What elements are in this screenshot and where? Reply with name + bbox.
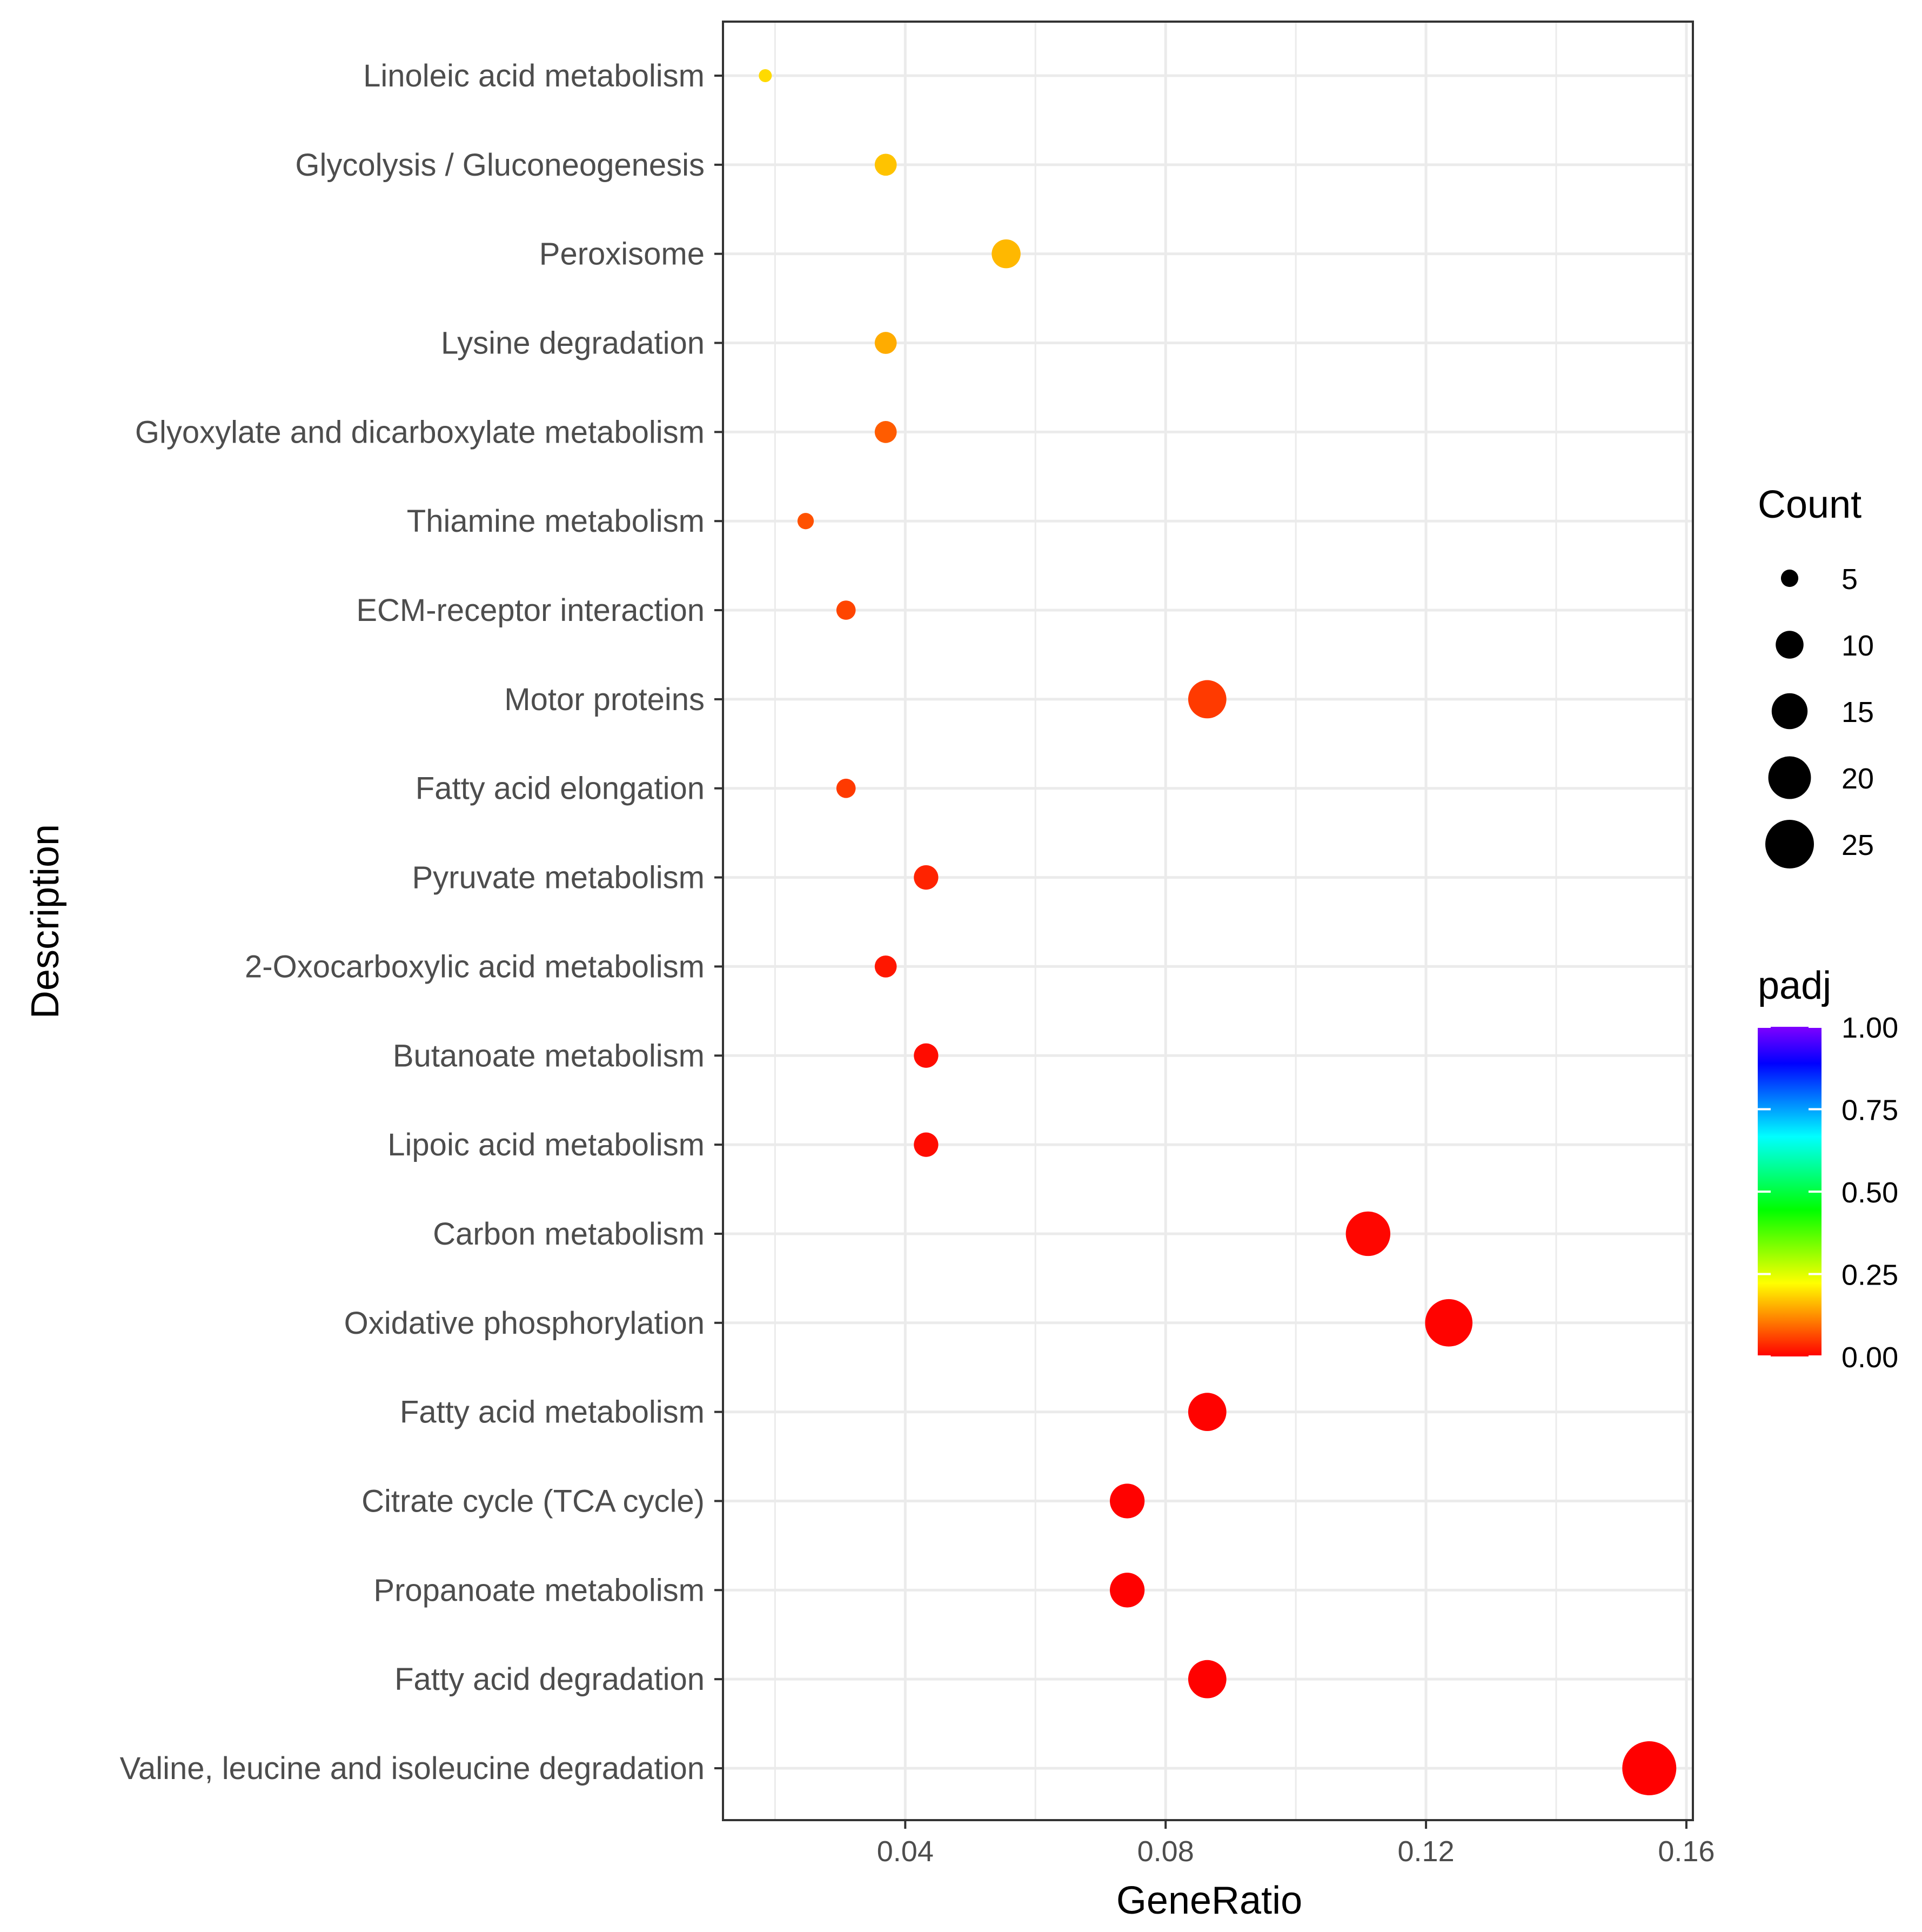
y-tick-label: Propanoate metabolism — [373, 1573, 705, 1608]
point-butanoate-metabolism — [914, 1043, 939, 1068]
color-legend-title: padj — [1758, 964, 1831, 1007]
y-tick-label: Glyoxylate and dicarboxylate metabolism — [135, 415, 705, 450]
y-tick-label: Thiamine metabolism — [407, 504, 705, 539]
size-legend-label: 5 — [1841, 563, 1858, 596]
color-legend-label: 0.00 — [1841, 1341, 1898, 1374]
point-oxidative-phosphorylation — [1425, 1299, 1473, 1347]
size-legend-key — [1780, 569, 1799, 587]
x-tick-label: 0.16 — [1658, 1835, 1715, 1868]
point-valine-leucine-and-isoleucine-degradation — [1622, 1741, 1677, 1795]
point-citrate-cycle-tca-cycle — [1109, 1483, 1145, 1519]
y-tick-label: ECM-receptor interaction — [356, 593, 705, 628]
point-thiamine-metabolism — [797, 513, 814, 530]
y-tick-label: Lipoic acid metabolism — [387, 1127, 705, 1162]
grid-layer — [723, 22, 1693, 1820]
y-axis: Linoleic acid metabolism Glycolysis / Glu… — [120, 58, 723, 1786]
y-tick-label: Fatty acid degradation — [394, 1662, 705, 1697]
point-glycolysis-gluconeogenesis — [874, 153, 897, 176]
size-legend-label: 20 — [1841, 763, 1874, 795]
color-legend-label: 0.50 — [1841, 1176, 1898, 1209]
size-legend-label: 15 — [1841, 696, 1874, 728]
point-fatty-acid-metabolism — [1188, 1393, 1227, 1431]
size-legend-label: 25 — [1841, 829, 1874, 861]
point-ecm-receptor-interaction — [836, 600, 856, 620]
color-legend: padj 1.00 0.75 0.50 0.25 0.00 — [1758, 964, 1898, 1374]
points-layer — [759, 69, 1677, 1795]
panel-border — [722, 21, 1694, 1821]
point-peroxisome — [992, 239, 1021, 269]
point-fatty-acid-elongation — [836, 778, 856, 798]
y-tick-label: Motor proteins — [504, 682, 705, 717]
x-tick-label: 0.08 — [1137, 1835, 1194, 1868]
y-tick-label: Butanoate metabolism — [393, 1038, 705, 1073]
y-tick-label: Peroxisome — [539, 237, 705, 272]
color-legend-label: 0.25 — [1841, 1259, 1898, 1292]
y-tick-label: 2-Oxocarboxylic acid metabolism — [245, 949, 705, 984]
size-legend-key — [1776, 631, 1804, 659]
color-legend-label: 1.00 — [1841, 1012, 1898, 1044]
y-tick-label: Oxidative phosphorylation — [344, 1306, 705, 1341]
y-tick-label: Carbon metabolism — [433, 1216, 705, 1252]
size-legend-key — [1768, 756, 1811, 799]
point-2-oxocarboxylic-acid-metabolism — [874, 955, 897, 978]
x-tick-label: 0.04 — [877, 1835, 934, 1868]
point-glyoxylate-and-dicarboxylate-metabolism — [874, 421, 897, 443]
x-axis-title: GeneRatio — [1116, 1879, 1302, 1922]
point-carbon-metabolism — [1345, 1211, 1391, 1256]
color-legend-label: 0.75 — [1841, 1094, 1898, 1127]
y-tick-label: Fatty acid metabolism — [400, 1395, 705, 1430]
x-tick-label: 0.12 — [1398, 1835, 1455, 1868]
y-axis-title: Description — [24, 824, 67, 1019]
y-tick-label: Citrate cycle (TCA cycle) — [361, 1483, 705, 1519]
size-legend-label: 10 — [1841, 630, 1874, 662]
point-fatty-acid-degradation — [1188, 1660, 1227, 1699]
size-legend: Count 5 10 15 20 25 — [1758, 483, 1874, 868]
size-legend-key — [1765, 820, 1814, 868]
y-tick-label: Linoleic acid metabolism — [363, 58, 705, 93]
point-lysine-degradation — [874, 332, 897, 354]
size-legend-key — [1771, 693, 1808, 730]
point-pyruvate-metabolism — [914, 865, 939, 890]
point-propanoate-metabolism — [1109, 1573, 1145, 1608]
point-linoleic-acid-metabolism — [759, 69, 772, 82]
y-tick-label: Glycolysis / Gluconeogenesis — [295, 148, 705, 183]
y-tick-label: Valine, leucine and isoleucine degradati… — [120, 1751, 705, 1786]
y-tick-label: Lysine degradation — [441, 326, 705, 361]
y-tick-label: Pyruvate metabolism — [412, 860, 705, 895]
point-motor-proteins — [1188, 680, 1227, 719]
size-legend-title: Count — [1758, 483, 1861, 526]
y-tick-label: Fatty acid elongation — [416, 771, 705, 806]
x-axis: 0.04 0.08 0.12 0.16 — [877, 1820, 1715, 1868]
point-lipoic-acid-metabolism — [914, 1132, 939, 1157]
